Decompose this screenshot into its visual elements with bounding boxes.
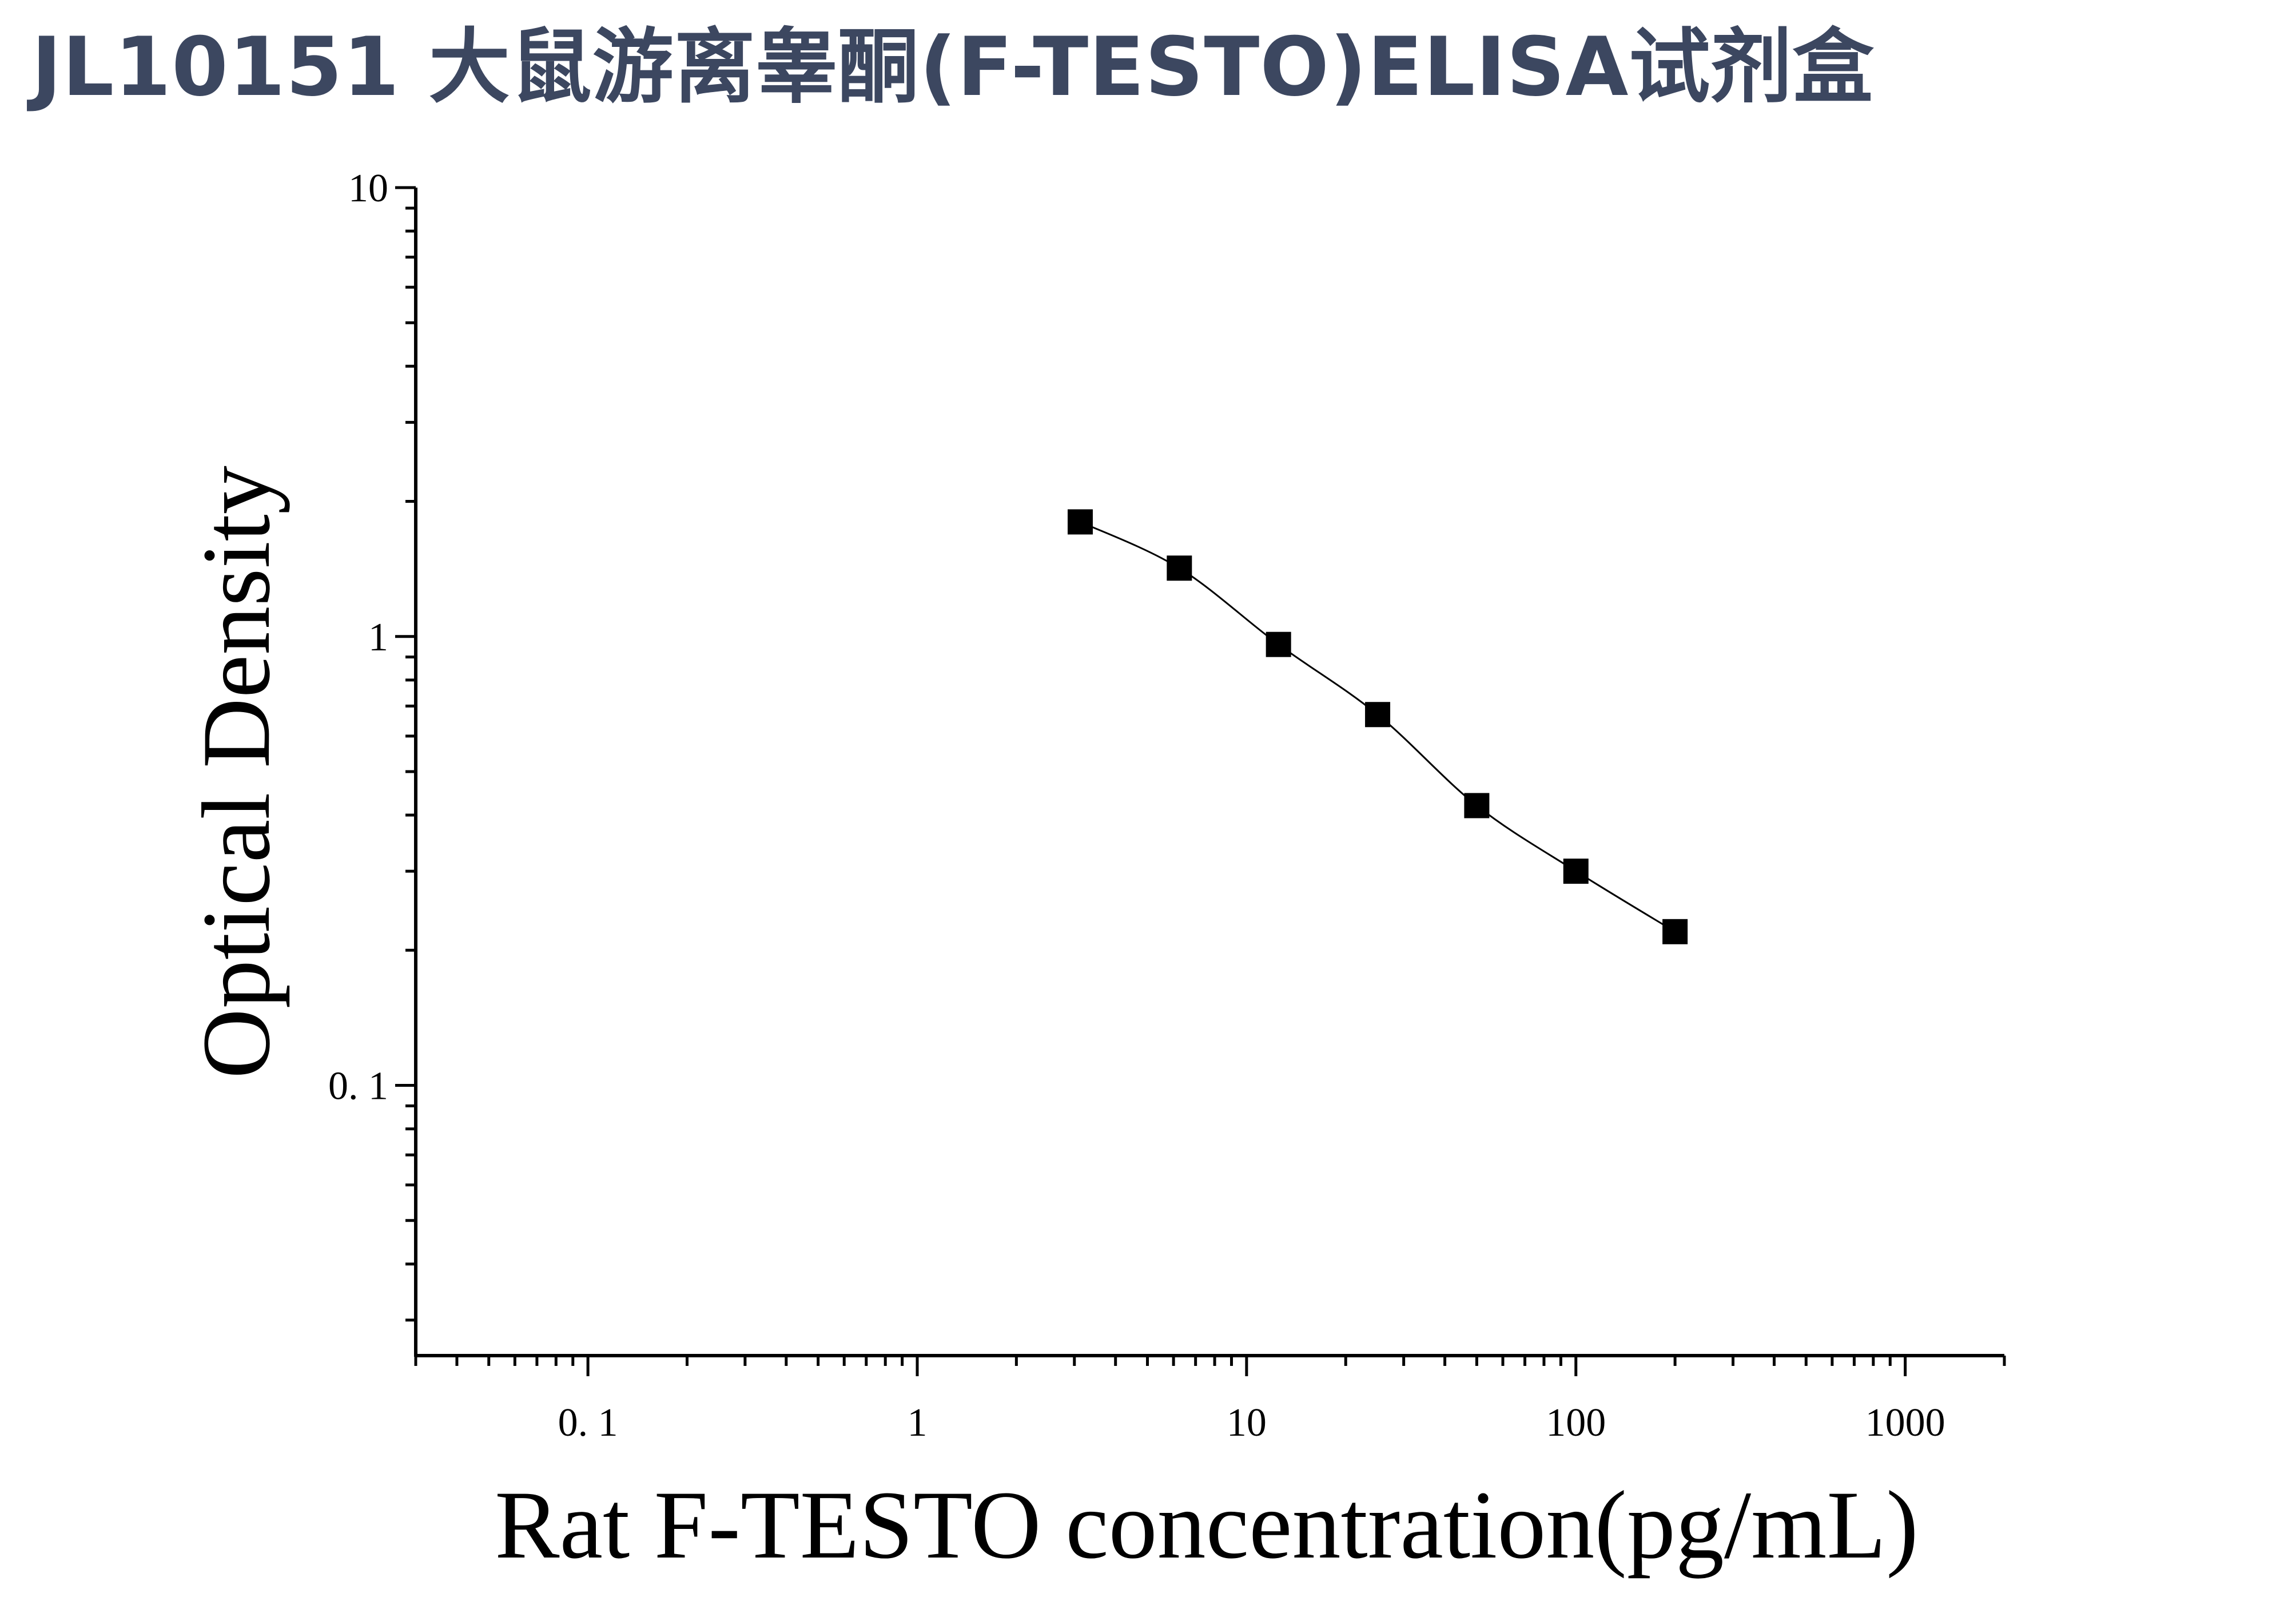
- y-axis-label: Optical Density: [182, 466, 290, 1079]
- x-tick-label: 100: [1546, 1401, 1606, 1445]
- y-tick-label: 1: [368, 615, 388, 660]
- page-title: JL10151 大鼠游离睾酮(F-TESTO)ELISA试剂盒: [31, 20, 1875, 114]
- chart-axes: 0. 1 1 10 100 1000 0. 1 1 10: [328, 166, 2006, 1445]
- data-point: [1365, 702, 1391, 728]
- x-tick-label: 10: [1227, 1401, 1267, 1445]
- data-point: [1563, 859, 1589, 884]
- x-axis-label: Rat F-TESTO concentration(pg/mL): [495, 1471, 1919, 1579]
- data-points: [1067, 509, 1688, 944]
- y-tick-label: 10: [348, 166, 388, 210]
- x-tick-label: 0. 1: [558, 1401, 618, 1445]
- x-tick-label: 1: [907, 1401, 927, 1445]
- y-tick-label: 0. 1: [328, 1064, 388, 1109]
- data-point: [1464, 793, 1490, 819]
- data-point: [1167, 555, 1192, 581]
- data-point: [1662, 919, 1688, 944]
- data-point: [1266, 631, 1291, 657]
- x-tick-label: 1000: [1865, 1401, 1945, 1445]
- data-point: [1067, 509, 1093, 535]
